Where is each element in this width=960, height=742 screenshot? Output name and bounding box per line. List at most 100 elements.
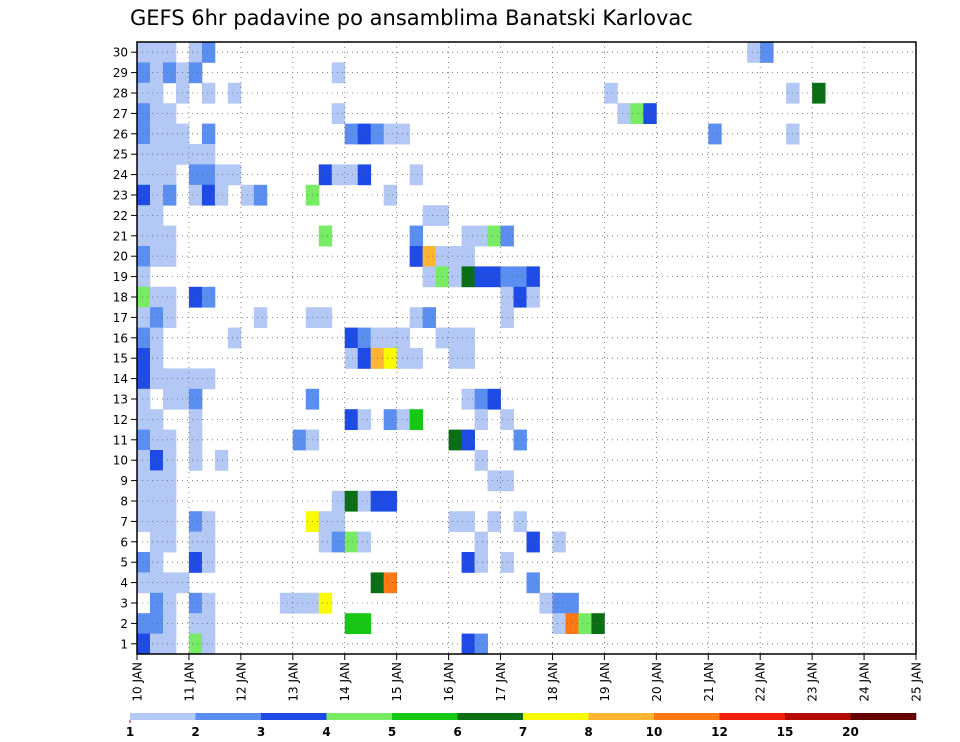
heatmap-cell: [188, 429, 203, 451]
y-tick-label: 9: [120, 474, 128, 488]
heatmap-cell: [357, 123, 372, 145]
heatmap-cell: [188, 592, 203, 614]
heatmap-cell: [422, 307, 437, 328]
heatmap-cell: [149, 286, 164, 308]
heatmap-cell: [149, 613, 164, 634]
heatmap-cell: [162, 592, 177, 614]
heatmap-cell: [137, 450, 151, 471]
heatmap-cell: [162, 429, 177, 451]
heatmap-cell: [383, 348, 398, 369]
heatmap-cell: [137, 225, 151, 247]
heatmap-cell: [137, 123, 151, 145]
heatmap-cell: [617, 103, 631, 124]
heatmap-cell: [344, 348, 359, 369]
heatmap-cell: [149, 103, 164, 124]
color-legend: 1 2 3 4 5 6 7 8 10 12 15 20: [126, 713, 917, 739]
legend-swatch: [392, 713, 458, 720]
heatmap-cell: [137, 348, 151, 369]
legend-label: 20: [842, 725, 859, 739]
heatmap-cell: [812, 82, 826, 104]
gridlines: [137, 42, 916, 654]
heatmap-cell: [383, 327, 398, 349]
y-tick-label: 19: [113, 270, 128, 284]
heatmap-cell: [318, 592, 333, 614]
x-tick-label: 11 JAN: [182, 662, 196, 702]
legend-label: 7: [519, 725, 527, 739]
y-tick-label: 6: [120, 535, 128, 549]
heatmap-cell: [513, 286, 527, 308]
heatmap-cell: [383, 490, 398, 512]
heatmap-cell: [149, 511, 164, 532]
heatmap-cell: [357, 531, 372, 553]
heatmap-cell: [344, 327, 359, 349]
legend-label: 12: [711, 725, 728, 739]
heatmap-cell: [214, 164, 229, 186]
y-tick-label: 15: [113, 352, 128, 366]
heatmap-cell: [149, 450, 164, 471]
heatmap-cell: [409, 246, 424, 267]
heatmap-cell: [357, 409, 372, 430]
heatmap-cell: [526, 531, 540, 553]
heatmap-cell: [137, 633, 151, 655]
heatmap-cell: [279, 592, 294, 614]
heatmap-cell: [448, 327, 462, 349]
heatmap-cell: [201, 82, 216, 104]
heatmap-cell: [149, 592, 164, 614]
heatmap-cell: [188, 511, 203, 532]
heatmap-cell: [487, 225, 501, 247]
heatmap-cell: [461, 246, 475, 267]
heatmap-cell: [513, 266, 527, 288]
heatmap-cell: [526, 266, 540, 288]
heatmap-cell: [137, 368, 151, 390]
heatmap-cell: [448, 348, 462, 369]
heatmap-cell: [149, 572, 164, 594]
heatmap-cell: [422, 205, 437, 226]
heatmap-cell: [487, 470, 501, 492]
heatmap-cell: [137, 388, 151, 410]
heatmap-cell: [708, 123, 722, 145]
plot-frame: [136, 41, 917, 655]
y-tick-label: 5: [120, 556, 128, 570]
heatmap-cell: [227, 82, 242, 104]
y-tick-label: 12: [113, 413, 128, 427]
heatmap-cell: [149, 531, 164, 553]
heatmap-cell: [409, 348, 424, 369]
heatmap-cell: [137, 286, 151, 308]
heatmap-cell: [461, 552, 475, 573]
heatmap-cell: [383, 572, 398, 594]
heatmap-cell: [344, 164, 359, 186]
heatmap-cell: [201, 42, 216, 63]
heatmap-cell: [760, 42, 774, 63]
y-tick-label: 24: [113, 168, 128, 182]
y-tick-label: 25: [113, 148, 128, 162]
heatmap-cell: [201, 511, 216, 532]
legend-label: 2: [191, 725, 199, 739]
heatmap-cell: [318, 164, 333, 186]
heatmap-cell: [253, 184, 268, 206]
heatmap-cell: [201, 592, 216, 614]
heatmap-cell: [149, 552, 164, 573]
x-tick-label: 25 JAN: [910, 662, 924, 702]
heatmap-cell: [162, 103, 177, 124]
heatmap-cell: [448, 429, 462, 451]
x-tick-label: 18 JAN: [546, 662, 560, 702]
heatmap-cell: [149, 368, 164, 390]
heatmap-cell: [474, 225, 488, 247]
heatmap-cell: [149, 246, 164, 267]
heatmap-cell: [188, 552, 203, 573]
heatmap-cell: [162, 164, 177, 186]
heatmap-cell: [331, 531, 346, 553]
heatmap-cell: [487, 388, 501, 410]
heatmap-cell: [137, 327, 151, 349]
heatmap-cell: [357, 327, 372, 349]
heatmap-cell: [474, 552, 488, 573]
heatmap-cell: [162, 613, 177, 634]
x-tick-label: 20 JAN: [650, 662, 664, 702]
heatmap-cell: [604, 82, 618, 104]
heatmap-cell: [409, 307, 424, 328]
heatmap-cell: [162, 470, 177, 492]
legend-label: 4: [322, 725, 330, 739]
heatmap-cell: [461, 511, 475, 532]
heatmap-cell: [396, 348, 411, 369]
heatmap-cell: [162, 62, 177, 84]
